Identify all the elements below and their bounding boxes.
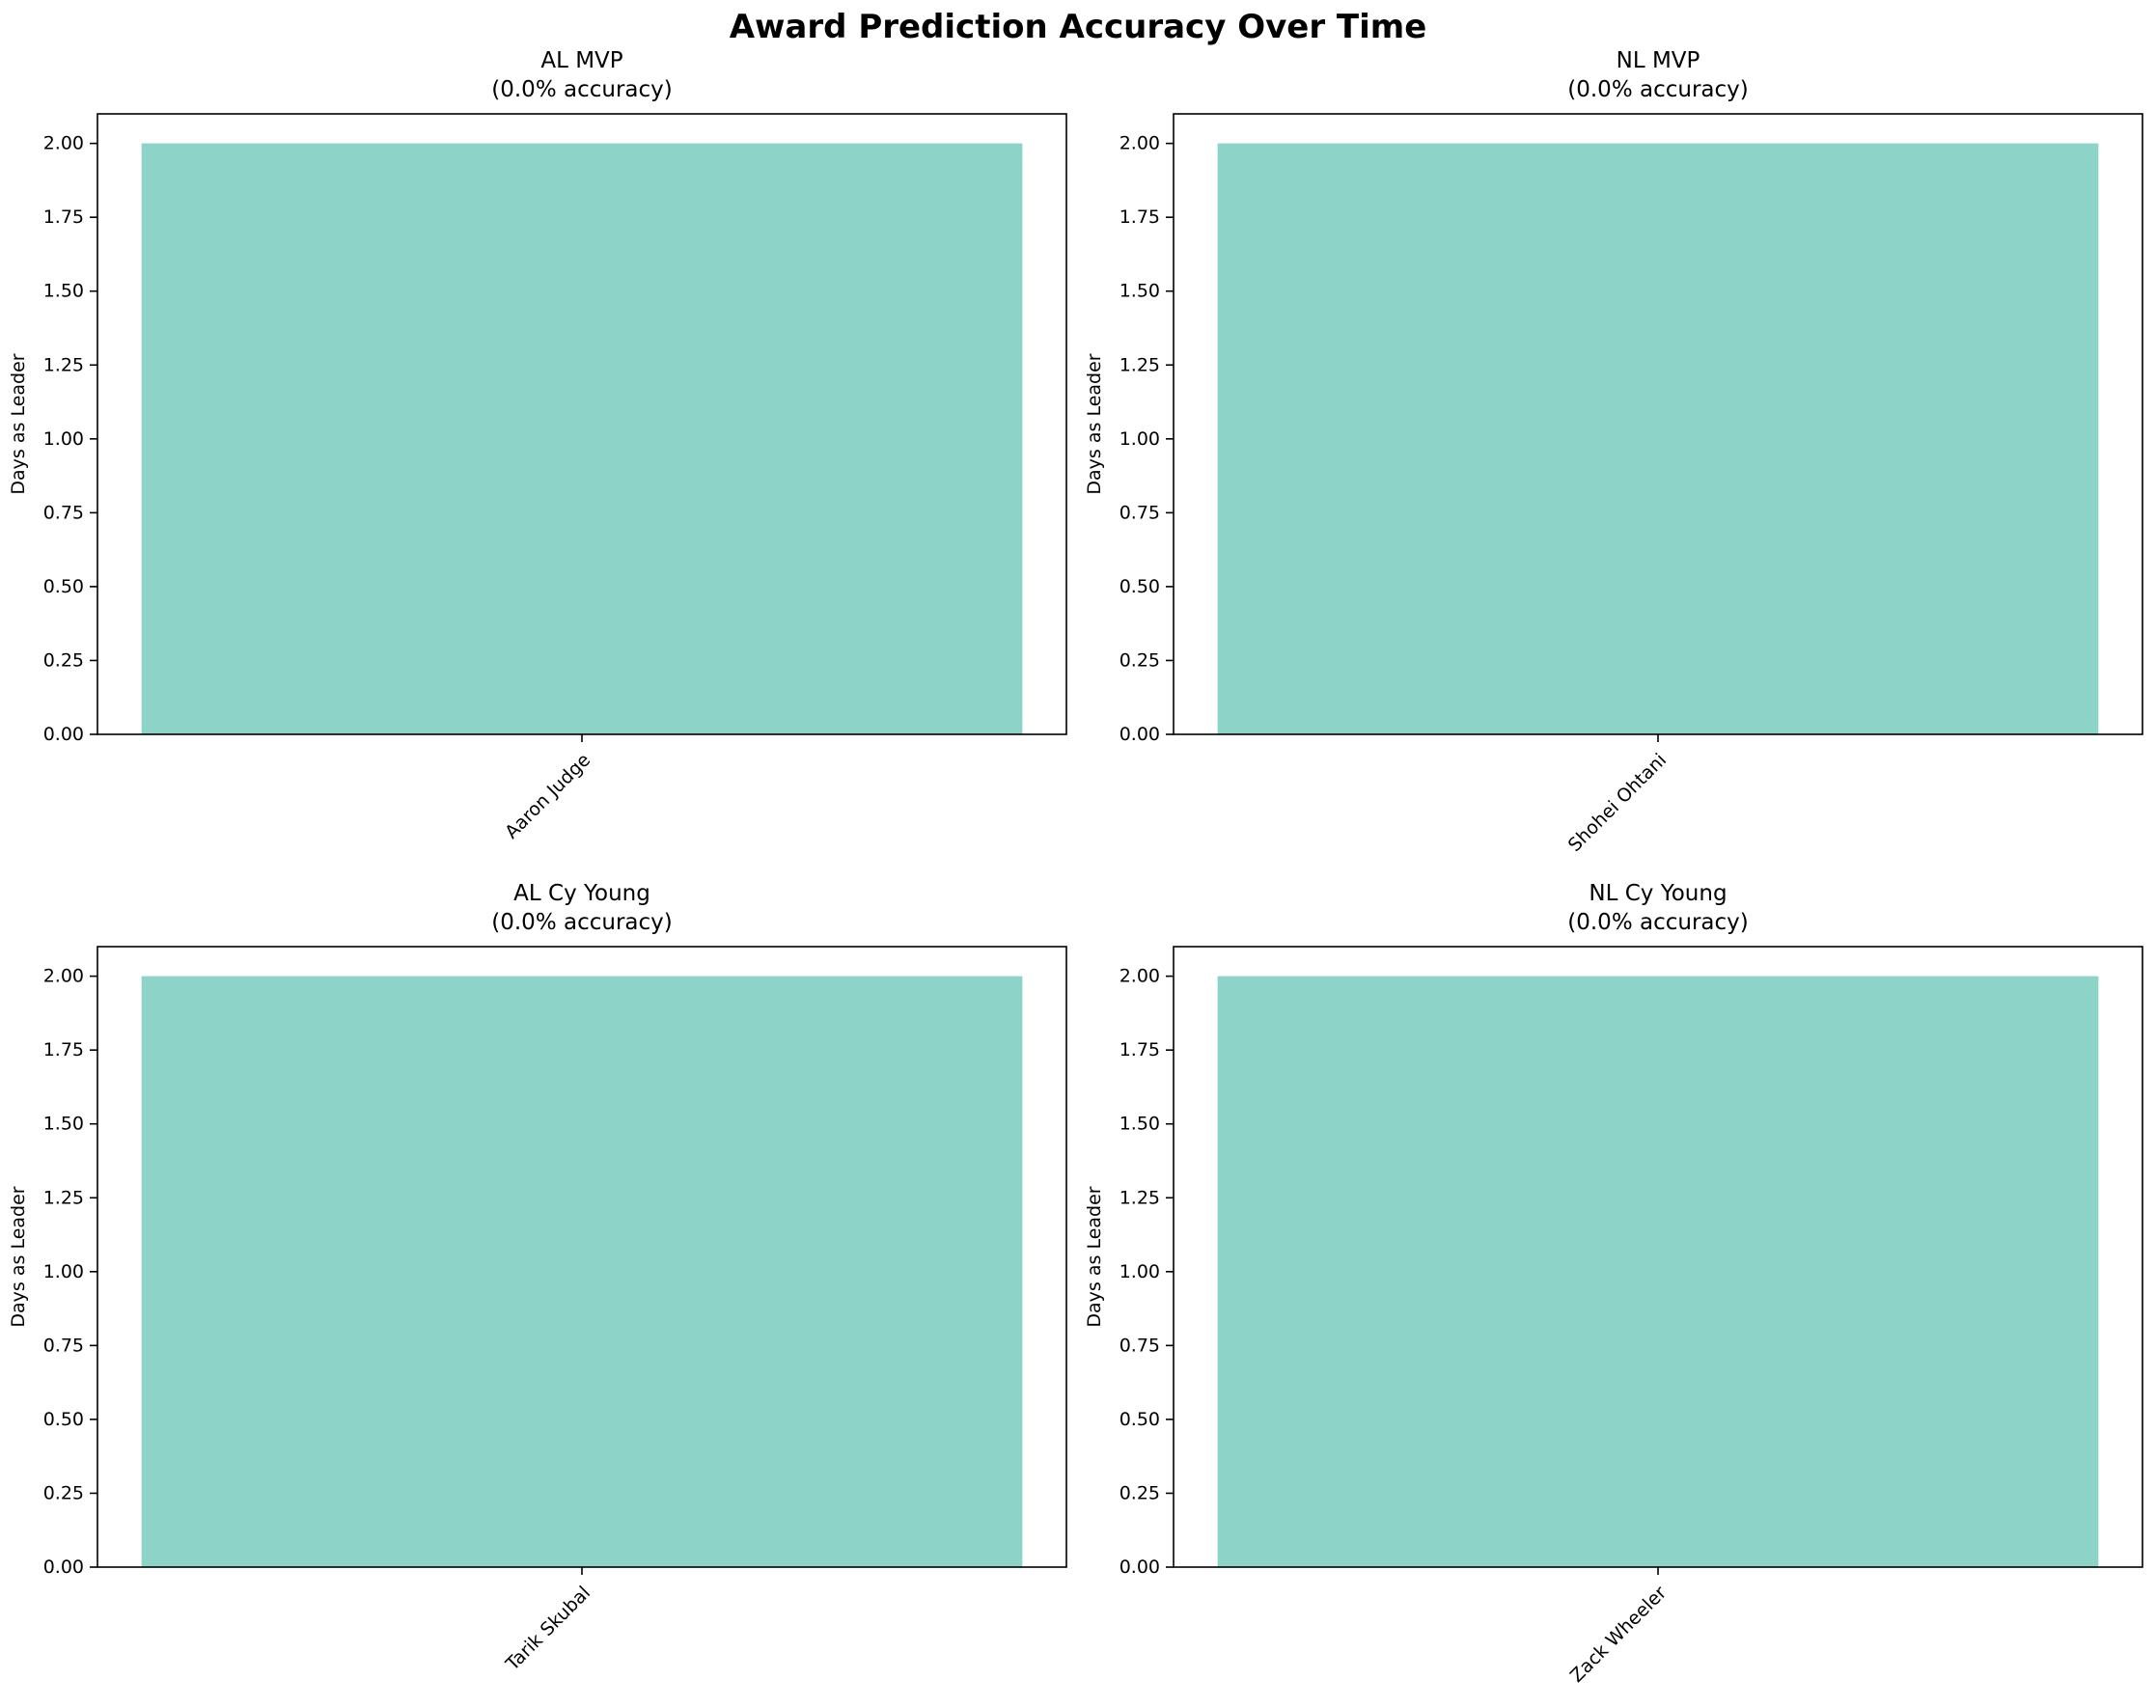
y-tick-label: 0.75 bbox=[43, 502, 84, 523]
y-tick-label: 2.00 bbox=[1119, 133, 1160, 154]
y-tick-label: 1.75 bbox=[1119, 1039, 1160, 1061]
y-tick-label: 2.00 bbox=[1119, 966, 1160, 987]
y-tick-label: 0.50 bbox=[43, 576, 84, 597]
chart-panel-1: 0.00 0.25 0.50 0.75 1.00 1.25 1.50 1.75 2.00 Aaro… bbox=[8, 48, 1067, 843]
bar-1 bbox=[1217, 976, 2099, 1567]
y-tick-label: 1.50 bbox=[1119, 1114, 1160, 1135]
y-tick-label: 1.00 bbox=[43, 1261, 84, 1282]
y-tick-label: 1.75 bbox=[1119, 207, 1160, 228]
chart-subtitle: (0.0% accuracy) bbox=[1567, 910, 1748, 935]
y-tick-label: 0.25 bbox=[43, 1482, 84, 1503]
chart-panel-2: 0.00 0.25 0.50 0.75 1.00 1.25 1.50 1.75 2.00 Shoh… bbox=[1084, 48, 2143, 856]
y-axis-label: Days as Leader bbox=[8, 353, 29, 494]
y-axis-label: Days as Leader bbox=[8, 1186, 29, 1327]
chart-title: AL Cy Young bbox=[513, 881, 650, 906]
y-tick-label: 0.50 bbox=[43, 1409, 84, 1430]
y-tick-label: 0.75 bbox=[1119, 1335, 1160, 1356]
y-tick-label: 0.25 bbox=[43, 649, 84, 671]
y-tick-label: 0.25 bbox=[1119, 649, 1160, 671]
y-tick-label: 0.00 bbox=[1119, 1556, 1160, 1578]
y-axis-label: Days as Leader bbox=[1084, 1186, 1105, 1327]
chart-subtitle: (0.0% accuracy) bbox=[1567, 77, 1748, 102]
y-tick-label: 1.50 bbox=[43, 1114, 84, 1135]
bar-1 bbox=[1217, 143, 2099, 735]
chart-panel-3: 0.00 0.25 0.50 0.75 1.00 1.25 1.50 1.75 2.00 Tari… bbox=[8, 881, 1067, 1676]
y-tick-label: 0.00 bbox=[43, 1556, 84, 1578]
bar-1 bbox=[141, 143, 1023, 735]
chart-title: NL Cy Young bbox=[1589, 881, 1727, 906]
bar-1 bbox=[141, 976, 1023, 1567]
y-tick-label: 0.50 bbox=[1119, 576, 1160, 597]
y-tick-label: 1.50 bbox=[43, 281, 84, 302]
y-tick-label: 0.75 bbox=[43, 1335, 84, 1356]
chart-title: AL MVP bbox=[540, 48, 622, 73]
y-tick-label: 0.25 bbox=[1119, 1482, 1160, 1503]
y-tick-label: 1.75 bbox=[43, 207, 84, 228]
y-tick-label: 2.00 bbox=[43, 133, 84, 154]
y-tick-label: 1.00 bbox=[1119, 428, 1160, 450]
chart-subtitle: (0.0% accuracy) bbox=[491, 77, 672, 102]
y-tick-label: 0.50 bbox=[1119, 1409, 1160, 1430]
y-axis-label: Days as Leader bbox=[1084, 353, 1105, 494]
y-tick-label: 0.00 bbox=[1119, 724, 1160, 745]
chart-title: NL MVP bbox=[1617, 48, 1700, 73]
y-tick-label: 1.00 bbox=[43, 428, 84, 450]
x-tick-label: Zack Wheeler bbox=[1566, 1582, 1671, 1686]
y-tick-label: 1.25 bbox=[1119, 1187, 1160, 1208]
x-tick-label: Shohei Ohtani bbox=[1564, 750, 1671, 856]
y-tick-label: 1.25 bbox=[43, 354, 84, 375]
chart-subtitle: (0.0% accuracy) bbox=[491, 910, 672, 935]
y-tick-label: 1.25 bbox=[43, 1187, 84, 1208]
y-tick-label: 2.00 bbox=[43, 966, 84, 987]
y-tick-label: 0.75 bbox=[1119, 502, 1160, 523]
x-tick-label: Tarik Skubal bbox=[501, 1583, 594, 1676]
y-tick-label: 1.25 bbox=[1119, 354, 1160, 375]
y-tick-label: 0.00 bbox=[43, 724, 84, 745]
y-tick-label: 1.75 bbox=[43, 1039, 84, 1061]
x-tick-label: Aaron Judge bbox=[501, 750, 594, 843]
y-tick-label: 1.00 bbox=[1119, 1261, 1160, 1282]
y-tick-label: 1.50 bbox=[1119, 281, 1160, 302]
figure-title: Award Prediction Accuracy Over Time bbox=[729, 8, 1427, 46]
chart-panel-4: 0.00 0.25 0.50 0.75 1.00 1.25 1.50 1.75 2.00 Zack… bbox=[1084, 881, 2143, 1687]
